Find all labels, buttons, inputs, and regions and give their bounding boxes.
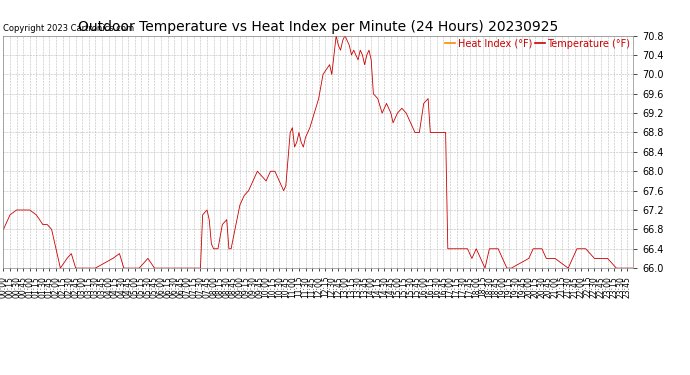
- Title: Outdoor Temperature vs Heat Index per Minute (24 Hours) 20230925: Outdoor Temperature vs Heat Index per Mi…: [78, 21, 559, 34]
- Text: Copyright 2023 Cartronics.com: Copyright 2023 Cartronics.com: [3, 24, 135, 33]
- Legend: Heat Index (°F), Temperature (°F): Heat Index (°F), Temperature (°F): [445, 39, 631, 48]
